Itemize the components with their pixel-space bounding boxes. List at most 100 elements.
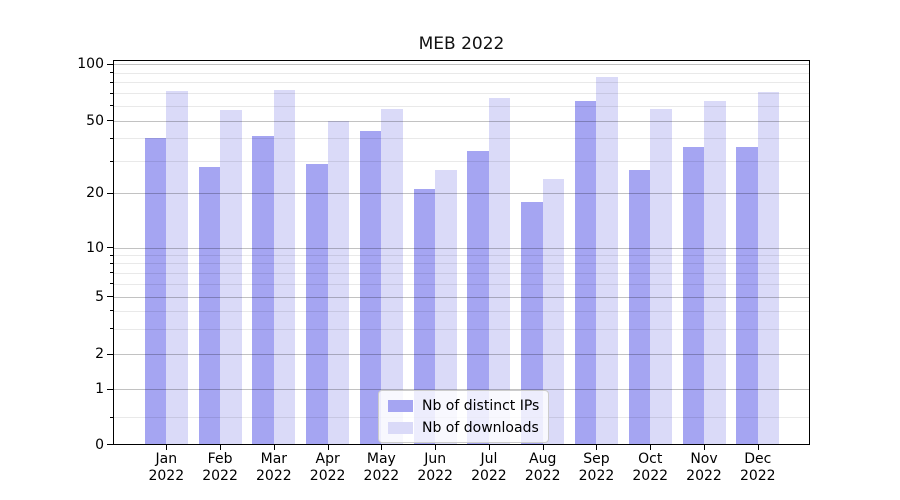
y-minor-tick-mark	[110, 72, 113, 74]
bar-downloads	[596, 77, 618, 444]
bar-downloads	[435, 169, 457, 444]
x-tick-month: May	[366, 451, 396, 467]
bar-distinct-ips	[682, 146, 704, 444]
gridline-major	[114, 389, 809, 391]
x-tick-label: Feb 2022	[202, 451, 238, 485]
y-minor-tick-mark	[110, 272, 113, 274]
x-tick-month: Aug	[529, 451, 557, 467]
y-tick-mark	[107, 296, 113, 298]
chart-title: MEB 2022	[418, 34, 505, 54]
gridline-minor	[114, 255, 809, 257]
gridline-minor	[114, 161, 809, 163]
gridline-major	[114, 120, 809, 122]
x-tick-month: Feb	[207, 451, 233, 467]
x-tick-month: Sep	[583, 451, 610, 467]
x-tick-mark	[220, 445, 222, 450]
gridline-minor	[114, 93, 809, 95]
x-tick-mark	[542, 445, 544, 450]
x-tick-year: 2022	[256, 468, 292, 484]
y-tick-label: 2	[95, 346, 104, 362]
bar-distinct-ips	[413, 189, 436, 444]
y-tick-label: 50	[86, 112, 104, 129]
y-minor-tick-mark	[110, 328, 113, 330]
bar-downloads	[542, 178, 565, 444]
x-tick-mark	[435, 445, 437, 450]
x-tick-year: 2022	[417, 468, 453, 484]
x-tick-month: Jan	[155, 451, 178, 467]
bar-distinct-ips	[306, 163, 328, 444]
bar-downloads	[220, 109, 242, 444]
bar-downloads	[650, 108, 672, 444]
x-tick-mark	[166, 445, 168, 450]
bar-downloads	[381, 108, 403, 444]
y-tick-label: 100	[77, 56, 104, 72]
x-tick-year: 2022	[578, 468, 615, 484]
x-tick-month: Nov	[690, 451, 718, 467]
gridline-minor	[114, 72, 809, 74]
y-tick-mark	[107, 247, 113, 249]
bar-downloads	[327, 120, 350, 444]
y-tick-label: 0	[95, 436, 104, 453]
x-tick-mark	[757, 445, 759, 450]
x-tick-year: 2022	[632, 468, 669, 484]
bar-distinct-ips	[736, 146, 758, 444]
x-tick-label: Oct 2022	[632, 451, 668, 485]
bar-downloads	[166, 90, 188, 444]
x-tick-mark	[488, 445, 490, 450]
gridline-minor	[114, 328, 809, 330]
x-tick-month: Mar	[260, 451, 288, 467]
legend-item-downloads: Nb of downloads	[388, 418, 539, 437]
bar-distinct-ips	[467, 151, 489, 444]
y-tick-label: 1	[95, 381, 104, 398]
gridline-major	[114, 296, 809, 298]
bar-distinct-ips	[198, 166, 221, 444]
legend-item-distinct-ips: Nb of distinct IPs	[388, 396, 539, 415]
gridline-major	[114, 247, 809, 249]
bar-distinct-ips	[144, 138, 167, 444]
x-tick-mark	[650, 445, 652, 450]
y-tick-mark	[107, 388, 113, 390]
x-tick-mark	[704, 445, 705, 450]
bar-distinct-ips	[252, 136, 274, 444]
x-tick-month: Jun	[424, 451, 447, 467]
x-tick-label: Mar 2022	[256, 451, 292, 485]
y-tick-mark	[107, 353, 113, 355]
bar-downloads	[488, 97, 511, 444]
x-tick-month: Dec	[744, 451, 772, 467]
gridline-minor	[114, 105, 809, 107]
x-tick-label: Apr 2022	[310, 451, 346, 485]
legend-swatch-downloads	[388, 421, 413, 434]
gridline-minor	[114, 138, 809, 140]
x-tick-year: 2022	[739, 468, 776, 484]
x-tick-year: 2022	[309, 468, 346, 484]
x-tick-label: Dec 2022	[740, 451, 776, 485]
bar-distinct-ips	[574, 100, 597, 444]
y-tick-mark	[107, 63, 113, 65]
y-tick-label: 20	[86, 185, 104, 202]
x-tick-mark	[381, 445, 383, 450]
x-tick-year: 2022	[686, 468, 722, 484]
bar-distinct-ips	[628, 169, 651, 444]
x-tick-year: 2022	[202, 468, 238, 484]
gridline-major	[114, 64, 809, 65]
bar-downloads	[704, 100, 726, 444]
bar-distinct-ips	[521, 201, 543, 444]
x-tick-label: Jun 2022	[417, 451, 453, 485]
gridline-minor	[114, 82, 809, 84]
x-tick-year: 2022	[363, 468, 400, 484]
y-tick-mark	[107, 192, 113, 194]
y-tick-label: 5	[95, 288, 104, 305]
x-tick-label: Jan 2022	[148, 451, 184, 485]
y-minor-tick-mark	[110, 137, 113, 139]
gridline-minor	[114, 310, 809, 312]
y-minor-tick-mark	[110, 92, 113, 94]
x-tick-month: Oct	[638, 451, 663, 467]
y-minor-tick-mark	[110, 160, 113, 162]
bar-downloads	[757, 92, 780, 444]
x-tick-label: Nov 2022	[686, 451, 722, 485]
y-tick-mark	[107, 444, 113, 446]
y-minor-tick-mark	[110, 105, 113, 107]
legend-label-downloads: Nb of downloads	[422, 419, 539, 436]
y-minor-tick-mark	[110, 262, 113, 264]
